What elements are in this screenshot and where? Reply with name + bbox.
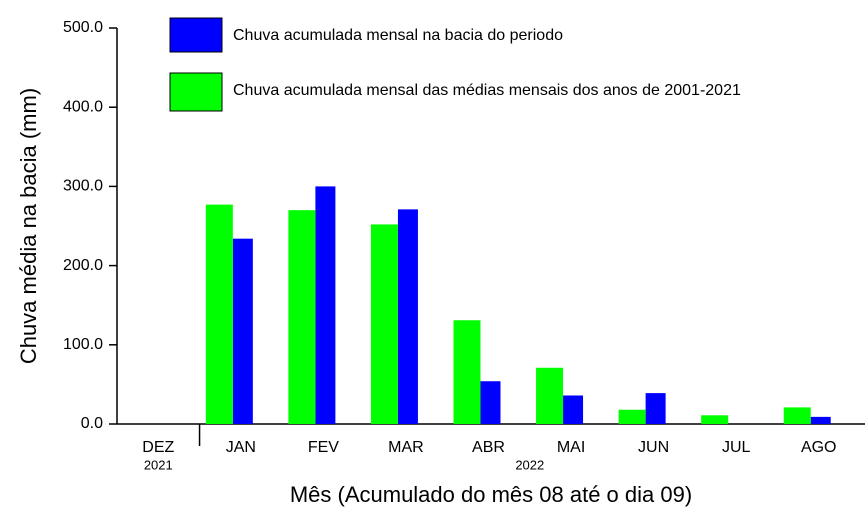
x-tick-label: DEZ [142, 439, 174, 456]
bar [397, 209, 418, 424]
legend-swatch [169, 17, 223, 53]
y-tick-label: 400.0 [63, 98, 103, 115]
legend-label: Chuva acumulada mensal na bacia do perio… [233, 27, 563, 44]
y-axis-title: Chuva média na bacia (mm) [16, 88, 41, 364]
bar [536, 367, 564, 424]
bar [453, 320, 481, 424]
x-tick-label: MAR [388, 439, 424, 456]
y-tick-label: 500.0 [63, 19, 103, 36]
y-tick-label: 100.0 [63, 336, 103, 353]
x-tick-label: JUL [722, 439, 751, 456]
bar [701, 415, 729, 424]
x-axis-title: Mês (Acumulado do mês 08 até o dia 09) [290, 482, 692, 507]
bar [480, 381, 501, 424]
legend-label: Chuva acumulada mensal das médias mensai… [233, 82, 741, 99]
x-tick-label: FEV [308, 439, 339, 456]
x-tick-label: JAN [226, 439, 256, 456]
x-tick-label: MAI [557, 439, 585, 456]
bar [315, 186, 336, 424]
y-tick-label: 200.0 [63, 257, 103, 274]
bar [232, 238, 253, 424]
x-group-label: 2022 [515, 457, 544, 472]
bar [810, 416, 831, 424]
bar [618, 409, 646, 424]
y-tick-label: 300.0 [63, 178, 103, 195]
bar [783, 407, 811, 424]
bar [205, 204, 233, 424]
bar [563, 395, 584, 424]
bar [288, 210, 316, 424]
x-tick-label: JUN [638, 439, 669, 456]
x-tick-label: ABR [472, 439, 505, 456]
bar [645, 393, 666, 424]
bar [370, 224, 398, 424]
x-group-label: 2021 [144, 457, 173, 472]
y-tick-label: 0.0 [81, 415, 103, 432]
x-tick-label: AGO [801, 439, 837, 456]
legend-swatch [169, 72, 223, 112]
